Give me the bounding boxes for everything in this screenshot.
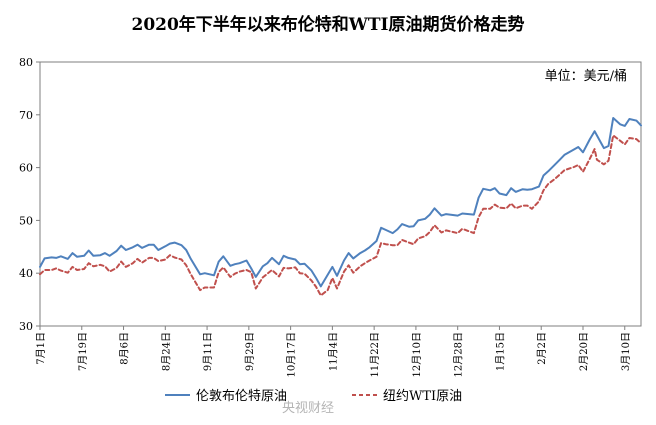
y-tick-label: 50 — [19, 214, 33, 227]
x-tick-label: 8月24日 — [160, 332, 172, 371]
legend-label-wti: 纽约WTI原油 — [383, 389, 462, 404]
x-tick-label: 3月10日 — [620, 332, 632, 371]
legend: 伦敦布伦特原油 纽约WTI原油 — [165, 388, 462, 404]
axes: 30 40 50 60 70 80 7月1日 7月19日 8月6日 8月24日 9月11日 9月29日… — [19, 56, 642, 377]
chart-title: 2020年下半年以来布伦特和WTI原油期货价格走势 — [131, 14, 524, 35]
x-tick-label: 2月2日 — [536, 332, 548, 365]
x-tick-label: 7月19日 — [77, 332, 89, 371]
x-tick-label: 1月15日 — [494, 332, 506, 371]
y-tick-label: 40 — [19, 267, 33, 280]
y-tick-label: 80 — [19, 56, 33, 69]
x-tick-label: 9月11日 — [202, 332, 214, 371]
unit-label: 单位：美元/桶 — [545, 69, 627, 84]
series-line-brent — [39, 117, 642, 288]
watermark: 央视财经 — [282, 401, 334, 416]
series-line-wti — [39, 134, 642, 297]
x-tick-label: 10月17日 — [286, 332, 298, 377]
series-layer — [39, 117, 642, 297]
y-tick-label: 30 — [19, 320, 33, 333]
x-tick-label: 12月10日 — [411, 332, 423, 377]
y-tick-label: 60 — [19, 162, 33, 175]
x-tick-label: 11月22日 — [369, 332, 381, 377]
plot-frame — [39, 61, 642, 327]
x-tick-label: 8月6日 — [119, 332, 131, 365]
x-tick-label: 7月1日 — [35, 332, 47, 365]
y-tick-label: 70 — [19, 109, 33, 122]
x-tick-label: 9月29日 — [244, 332, 256, 371]
x-tick-label: 2月20日 — [578, 332, 590, 371]
x-tick-label: 11月4日 — [327, 332, 339, 371]
legend-label-brent: 伦敦布伦特原油 — [196, 388, 287, 404]
x-tick-label: 12月28日 — [453, 332, 465, 377]
